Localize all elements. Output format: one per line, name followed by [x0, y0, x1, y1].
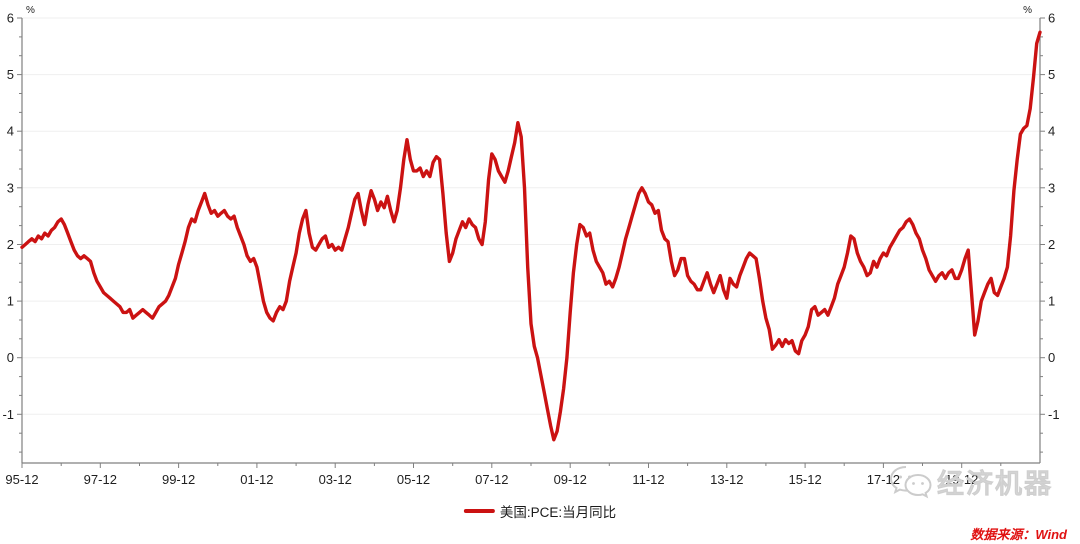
data-source-note: 数据来源：Wind [970, 527, 1067, 542]
x-tick-label: 97-12 [84, 472, 117, 487]
x-tick-label: 17-12 [867, 472, 900, 487]
y-tick-label-right: 1 [1048, 294, 1055, 309]
y-tick-label-right: 0 [1048, 350, 1055, 365]
x-tick-label: 01-12 [240, 472, 273, 487]
x-tick-label: 03-12 [319, 472, 352, 487]
x-tick-label: 19-12 [945, 472, 978, 487]
y-tick-label-left: 5 [7, 67, 14, 82]
x-tick-label: 95-12 [5, 472, 38, 487]
y-tick-label-right: 2 [1048, 237, 1055, 252]
y-tick-label-left: 2 [7, 237, 14, 252]
x-tick-label: 99-12 [162, 472, 195, 487]
y-tick-label-left: 0 [7, 350, 14, 365]
y-tick-label-left: -1 [2, 407, 14, 422]
y-tick-label-right: 6 [1048, 11, 1055, 26]
y-tick-label-right: 3 [1048, 180, 1055, 195]
y-axis-unit-left: % [26, 5, 35, 16]
x-tick-label: 09-12 [554, 472, 587, 487]
y-tick-label-left: 4 [7, 124, 14, 139]
y-tick-label-right: 4 [1048, 124, 1055, 139]
y-tick-label-right: -1 [1048, 407, 1060, 422]
x-tick-label: 13-12 [710, 472, 743, 487]
series-line-us-pce-yoy [20, 30, 1042, 442]
legend-label: 美国:PCE:当月同比 [499, 505, 617, 520]
x-tick-label: 05-12 [397, 472, 430, 487]
y-tick-label-left: 1 [7, 294, 14, 309]
y-tick-label-right: 5 [1048, 67, 1055, 82]
legend: 美国:PCE:当月同比 [463, 501, 617, 521]
y-tick-label-left: 3 [7, 180, 14, 195]
legend-line-swatch [463, 509, 495, 513]
x-tick-label: 11-12 [632, 472, 664, 487]
x-tick-label: 07-12 [475, 472, 508, 487]
y-axis-unit-right: % [1023, 5, 1032, 16]
y-tick-label-left: 6 [7, 11, 14, 26]
x-tick-label: 15-12 [788, 472, 821, 487]
